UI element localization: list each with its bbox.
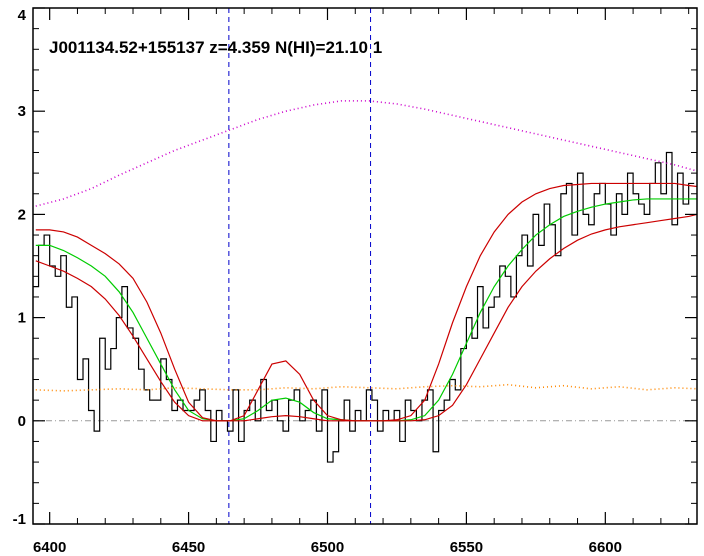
x-tick-label: 6450 <box>172 539 205 556</box>
y-tick-label: -1 <box>13 511 26 528</box>
y-tick-label: 2 <box>18 206 26 223</box>
x-tick-label: 6500 <box>311 539 344 556</box>
series-line-3 <box>35 182 697 422</box>
series-line-5 <box>35 100 697 207</box>
y-tick-label: 0 <box>18 413 26 430</box>
y-tick-label: 4 <box>18 7 27 24</box>
series-line-4 <box>35 213 697 422</box>
plot-area <box>33 8 697 524</box>
axis-layer: 6400 6450 6500 6550 6600 -1 0 1 2 3 4 <box>13 7 698 556</box>
y-tick-label: 1 <box>18 310 26 327</box>
y-tick-label: 3 <box>18 103 26 120</box>
x-tick-label: 6550 <box>450 539 483 556</box>
series-layer <box>33 8 697 524</box>
chart-title: J001134.52+155137 z=4.359 N(HI)=21.10 1 <box>49 38 382 57</box>
series-line-6 <box>35 383 697 392</box>
plot-frame <box>32 7 698 525</box>
x-tick-label: 6400 <box>33 539 66 556</box>
x-tick-label: 6600 <box>589 539 622 556</box>
series-line-1 <box>33 151 695 463</box>
